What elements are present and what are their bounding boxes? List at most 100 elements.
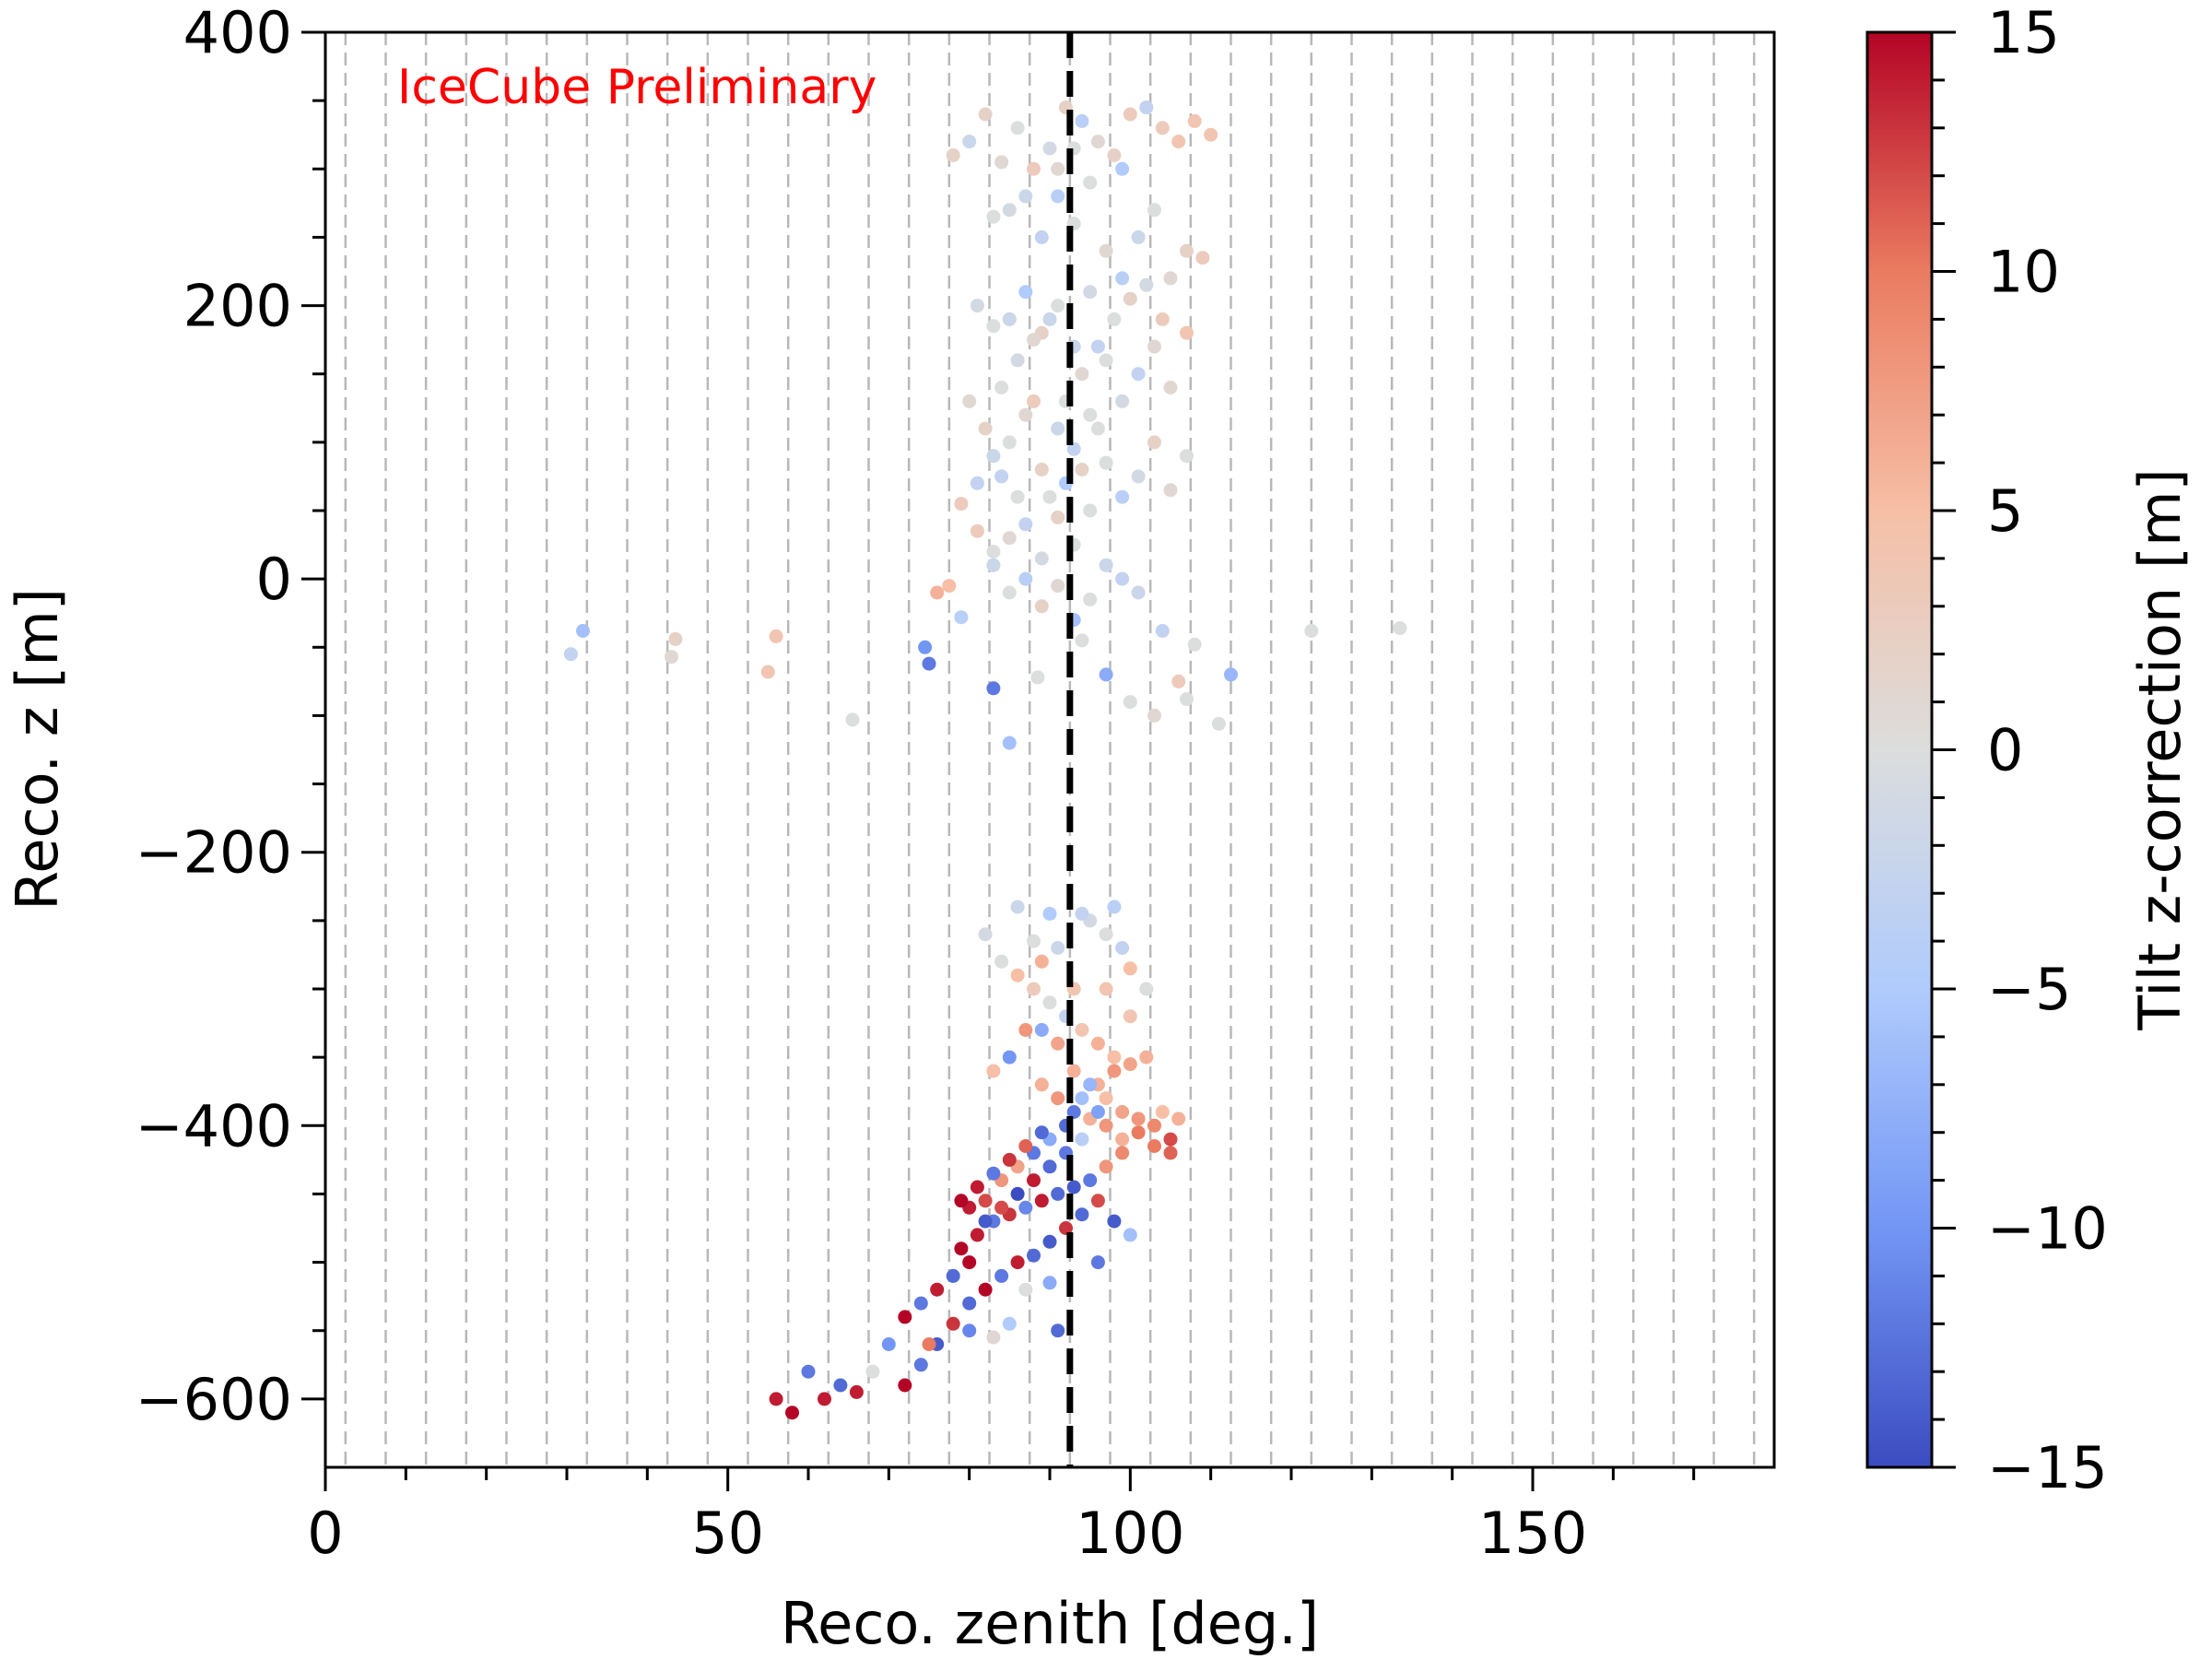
- data-point: [1139, 100, 1154, 115]
- data-point: [1211, 716, 1226, 731]
- data-point: [1139, 1050, 1154, 1065]
- data-point: [986, 558, 1001, 572]
- data-point: [1090, 1255, 1105, 1270]
- data-point: [1163, 1146, 1178, 1160]
- data-point: [785, 1406, 799, 1420]
- data-point: [1090, 1194, 1105, 1208]
- data-point: [922, 1337, 936, 1351]
- data-point: [1042, 1276, 1057, 1290]
- data-point: [1147, 708, 1161, 723]
- data-point: [1099, 1091, 1113, 1106]
- data-point: [1180, 243, 1194, 258]
- data-point: [1075, 113, 1089, 128]
- colorbar-ticks: −15 −10 −5 0 5 10 15: [1932, 0, 2108, 1501]
- data-point: [665, 650, 678, 665]
- colorbar-tick-label: 15: [1987, 0, 2060, 66]
- data-point: [1115, 394, 1130, 408]
- data-point: [946, 1268, 960, 1283]
- data-point: [1018, 1139, 1033, 1153]
- data-point: [1099, 927, 1113, 942]
- data-point: [946, 1316, 960, 1331]
- colorbar-tick-label: 10: [1987, 239, 2060, 306]
- data-point: [978, 107, 993, 122]
- x-tick-label: 100: [1076, 1500, 1184, 1567]
- colorbar-label: Tilt z-correction [m]: [2126, 468, 2194, 1030]
- data-point: [962, 1255, 977, 1270]
- data-point: [1099, 243, 1113, 258]
- data-point: [760, 665, 775, 679]
- data-point: [1131, 1125, 1146, 1140]
- data-point: [986, 319, 1001, 334]
- data-point: [1083, 285, 1098, 300]
- data-point: [1131, 367, 1146, 382]
- x-axis-label: Reco. zenith [deg.]: [781, 1590, 1319, 1657]
- data-point: [668, 631, 683, 646]
- data-point: [1115, 161, 1130, 176]
- data-point: [1010, 1186, 1025, 1201]
- data-point: [1099, 667, 1113, 682]
- gridlines: [344, 32, 1756, 1467]
- data-point: [1075, 367, 1089, 382]
- data-point: [1002, 531, 1017, 546]
- y-tick-label: 400: [183, 0, 292, 66]
- data-point: [1066, 1064, 1081, 1078]
- data-point: [1075, 1132, 1089, 1147]
- data-point: [1083, 592, 1098, 606]
- data-point: [1090, 421, 1105, 436]
- data-point: [1002, 312, 1017, 326]
- data-point: [1018, 189, 1033, 204]
- data-point: [1034, 551, 1049, 566]
- data-point: [1075, 1207, 1089, 1222]
- data-point: [1027, 1248, 1041, 1263]
- data-point: [1027, 982, 1041, 996]
- data-point: [970, 524, 984, 538]
- data-point: [954, 610, 969, 625]
- data-point: [986, 545, 1001, 559]
- data-point: [1002, 735, 1017, 750]
- data-point: [1066, 1105, 1081, 1119]
- data-point: [1195, 251, 1210, 265]
- data-point: [1107, 1214, 1122, 1229]
- data-point: [1107, 312, 1122, 326]
- data-point: [1099, 982, 1113, 996]
- data-point: [1155, 312, 1170, 326]
- data-point: [1034, 954, 1049, 969]
- colorbar-tick-label: 5: [1987, 477, 2023, 545]
- plot-frame: [324, 30, 1776, 1469]
- data-point: [1115, 941, 1130, 955]
- data-point: [1123, 1228, 1137, 1242]
- data-point: [1099, 353, 1113, 368]
- data-point: [1034, 1194, 1049, 1208]
- data-point: [849, 1384, 864, 1399]
- data-point: [818, 1392, 831, 1406]
- data-point: [970, 476, 984, 490]
- data-point: [978, 1194, 993, 1208]
- data-point: [1099, 1118, 1113, 1133]
- data-point: [845, 712, 860, 727]
- data-point: [1155, 1105, 1170, 1119]
- data-point: [1155, 624, 1170, 638]
- data-point: [1051, 299, 1065, 313]
- data-point: [1075, 1023, 1089, 1037]
- data-point: [1002, 203, 1017, 218]
- data-point: [1027, 1173, 1041, 1188]
- x-tick-label: 50: [691, 1500, 764, 1567]
- y-tick-label: 200: [183, 273, 292, 340]
- x-tick-label: 0: [307, 1500, 343, 1567]
- data-point: [1115, 489, 1130, 504]
- data-point: [1034, 1077, 1049, 1092]
- data-point: [1107, 148, 1122, 162]
- data-point: [1051, 1186, 1065, 1201]
- data-point: [970, 299, 984, 313]
- data-point: [962, 394, 977, 408]
- data-point: [1051, 941, 1065, 955]
- colorbar-tick-label: 0: [1987, 717, 2023, 784]
- data-point: [1123, 695, 1137, 710]
- data-point: [881, 1337, 896, 1351]
- data-point: [1059, 1221, 1073, 1235]
- annotation-text: IceCube Preliminary: [397, 60, 877, 115]
- data-point: [1147, 203, 1161, 218]
- data-point: [1075, 906, 1089, 921]
- data-point: [769, 629, 783, 643]
- data-point: [1075, 1091, 1089, 1106]
